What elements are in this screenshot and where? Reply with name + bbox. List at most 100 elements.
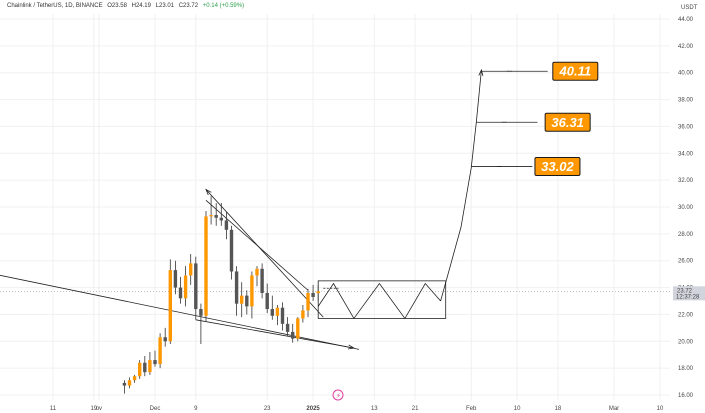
candle-body — [265, 292, 269, 310]
y-tick-label: 42.00 — [678, 44, 694, 50]
x-tick-label: Feb — [466, 406, 477, 412]
target-box — [552, 61, 599, 81]
symbol-label[interactable]: Chainlink / TetherUS, 1D, BINANCE — [7, 3, 103, 9]
currency-label: USDT — [681, 5, 698, 11]
candle-body — [183, 275, 188, 299]
x-tick-label: 10 — [657, 406, 664, 412]
zigzag-path — [317, 282, 441, 320]
candle-body — [163, 337, 167, 342]
candle-body — [178, 287, 183, 299]
x-tick-label: 9 — [194, 406, 198, 412]
drawing-annotations — [0, 68, 548, 350]
x-tick-label: 2025 — [306, 406, 320, 412]
candle-body — [204, 216, 208, 316]
svg-text:⚡: ⚡ — [336, 392, 341, 400]
high-value: H24.19 — [131, 3, 151, 9]
candle-body — [122, 382, 127, 386]
candle-body — [153, 360, 157, 365]
candle-body — [132, 376, 137, 381]
x-tick-label: 18 — [555, 406, 562, 412]
y-tick-label: 18.00 — [678, 366, 694, 372]
candle-body — [168, 270, 172, 342]
y-tick-label: 30.00 — [678, 205, 694, 211]
candle-body — [306, 292, 310, 311]
y-tick-label: 38.00 — [678, 98, 694, 104]
x-tick-label: Mar — [609, 406, 619, 412]
time-axis[interactable]: ov 11 19 Dec 9 23 2025 13 21 Feb 10 18 Mar 10 — [50, 406, 664, 412]
y-tick-label: 32.00 — [678, 178, 694, 184]
y-tick-label: 26.00 — [678, 259, 694, 265]
candle-body — [138, 362, 142, 377]
candle-body — [173, 270, 178, 288]
candle-body — [189, 263, 193, 276]
candle-body — [127, 380, 132, 386]
lower-trendline — [0, 274, 360, 350]
price-axis[interactable]: USDT 16.0018.0020.0022.0024.0026.0028.00… — [673, 5, 705, 399]
candle-body — [148, 360, 152, 373]
open-value: O23.58 — [107, 3, 127, 9]
candle-body — [229, 229, 234, 272]
candle-body — [296, 318, 300, 339]
candlestick-series — [122, 196, 320, 394]
x-tick-label: ov — [96, 406, 102, 412]
close-value: C23.72 — [178, 3, 199, 9]
x-tick-label: 21 — [412, 406, 419, 412]
last-price-value: 23.72 — [677, 288, 693, 294]
candle-body — [260, 268, 264, 293]
projection-path — [440, 69, 482, 302]
y-tick-label: 28.00 — [678, 232, 694, 238]
upper-arrow-line — [205, 189, 324, 318]
candle-body — [209, 215, 213, 217]
x-tick-label: 23 — [264, 406, 271, 412]
event-icon[interactable]: ⚡ — [332, 389, 344, 401]
candle-body — [311, 292, 315, 297]
low-value: L23.01 — [155, 3, 175, 9]
candle-body — [194, 263, 198, 310]
projection-arrow-head — [478, 68, 484, 76]
candle-body — [301, 310, 305, 319]
candle-body — [214, 215, 218, 218]
x-tick-label: Dec — [150, 406, 161, 412]
lower-arrow-head — [347, 344, 356, 350]
candle-body — [250, 275, 254, 307]
candle-body — [224, 220, 229, 230]
x-tick-label: 11 — [50, 406, 57, 412]
candle-body — [255, 268, 259, 276]
y-tick-label: 40.00 — [678, 71, 694, 77]
x-tick-label: 19 — [90, 406, 97, 412]
x-tick-label: 10 — [514, 406, 521, 412]
target-label: 33.02 — [541, 159, 574, 174]
candle-body — [143, 362, 147, 373]
target-box — [544, 112, 591, 132]
last-price-tag — [673, 286, 705, 301]
target-label: 36.31 — [551, 115, 584, 130]
y-tick-label: 44.00 — [678, 17, 694, 23]
upper-arrow-head — [205, 188, 212, 196]
candle-body — [280, 307, 285, 324]
change-value: +0.14 (+0.59%) — [202, 3, 245, 9]
price-targets: 40.11 36.31 33.02 — [534, 61, 599, 176]
x-tick-label: 13 — [371, 406, 378, 412]
candle-body — [270, 309, 274, 316]
chart-header: Chainlink / TetherUS, 1D, BINANCE O23.58… — [7, 3, 247, 9]
y-tick-label: 36.00 — [678, 124, 694, 130]
y-tick-label: 34.00 — [678, 151, 694, 157]
candle-body — [199, 309, 203, 316]
y-tick-label: 16.00 — [678, 393, 694, 399]
candle-body — [285, 323, 290, 332]
y-tick-label: 20.00 — [678, 339, 694, 345]
candle-body — [275, 307, 280, 316]
countdown-value: 12:37:28 — [676, 294, 700, 300]
grid — [0, 14, 672, 400]
candle-body — [291, 331, 295, 339]
candle-body — [316, 291, 320, 294]
candle-body — [219, 217, 223, 221]
candle-body — [158, 337, 162, 365]
candle-body — [245, 295, 249, 307]
target-box — [534, 156, 581, 176]
target-label: 40.11 — [559, 64, 592, 79]
lower-wedge-line — [195, 319, 354, 349]
y-tick-label: 22.00 — [678, 312, 694, 318]
candle-body — [234, 271, 239, 304]
